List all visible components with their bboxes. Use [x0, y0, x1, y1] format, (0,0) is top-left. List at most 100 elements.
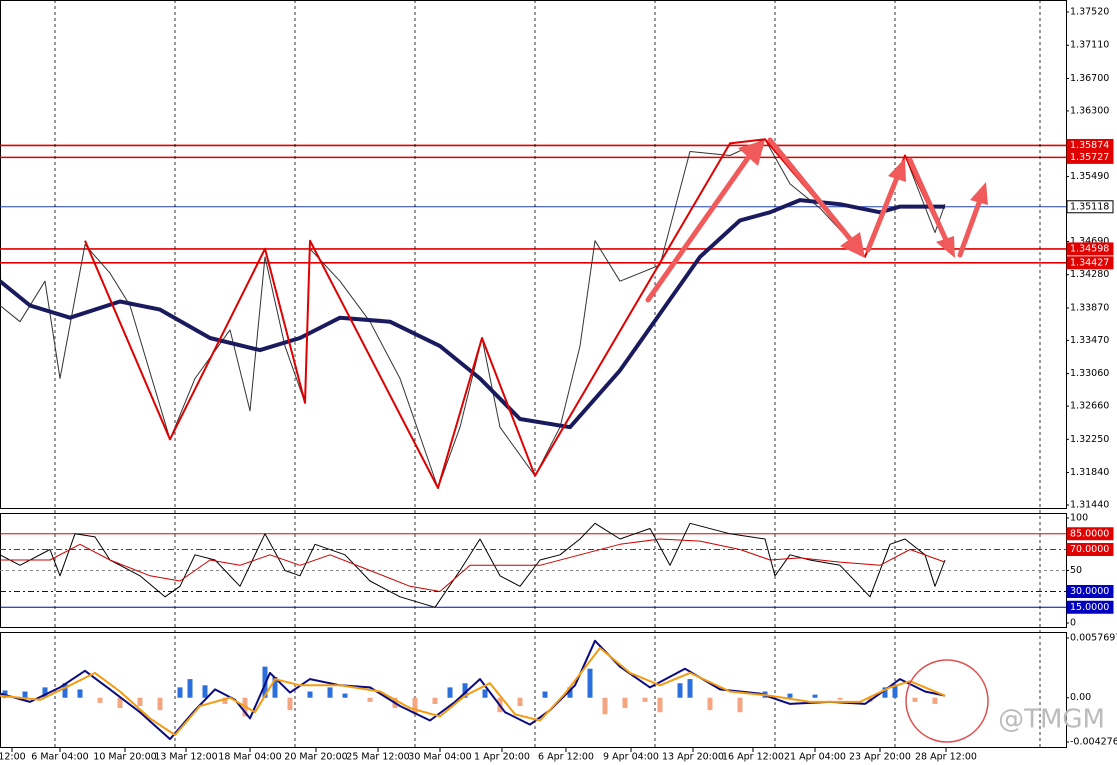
- histogram-bar: [787, 693, 793, 698]
- level-label-box: [1066, 150, 1114, 164]
- level-label-box: [1066, 585, 1114, 598]
- arrow-head: [738, 140, 765, 166]
- y-tick-label: 1.31440: [1070, 500, 1109, 511]
- x-tick-label: 23 Apr 20:00: [849, 752, 911, 763]
- y-tick-label: 1.32250: [1070, 434, 1109, 445]
- annotations: [645, 137, 988, 303]
- histogram-bar: [137, 697, 143, 707]
- arrow: [957, 197, 983, 258]
- series-line: [0, 647, 946, 736]
- y-tick-label: 1.32660: [1070, 401, 1109, 412]
- histogram-bar: [22, 691, 28, 698]
- x-tick-label: 13 Mar 12:00: [154, 752, 217, 763]
- x-tick-label: 25 Mar 12:00: [346, 752, 409, 763]
- arrow-head: [936, 236, 955, 258]
- histogram-bar: [327, 687, 333, 698]
- level-label: 1.35727: [1070, 152, 1109, 163]
- y-tick-label: 0.00: [1070, 692, 1091, 703]
- y-tick-label: 1.37110: [1070, 40, 1109, 51]
- histogram-bar: [77, 689, 83, 698]
- histogram-bar: [912, 697, 918, 702]
- histogram-bar: [177, 687, 183, 698]
- level-label: 1.34598: [1070, 243, 1109, 254]
- histogram-bar: [657, 697, 663, 713]
- level-label: 1.35874: [1070, 140, 1109, 151]
- highlight-circle: [905, 659, 989, 743]
- x-tick-label: 28 Apr 12:00: [915, 752, 977, 763]
- histogram-bar: [342, 693, 348, 698]
- level-label: 70.0000: [1070, 544, 1109, 555]
- histogram-bar: [677, 683, 683, 698]
- level-label-box: [1066, 256, 1114, 270]
- histogram-bar: [687, 679, 693, 698]
- histogram-bar: [187, 679, 193, 698]
- x-tick-label: 18 Mar 04:00: [218, 752, 281, 763]
- arrow-head: [840, 232, 865, 258]
- level-label: 85.0000: [1070, 528, 1109, 539]
- histogram-bar: [462, 683, 468, 698]
- histogram-bar: [567, 687, 573, 698]
- level-label-box: [1066, 527, 1114, 541]
- arrow-head: [970, 182, 988, 205]
- x-tick-label: 21 Apr 04:00: [784, 752, 846, 763]
- histogram-bar: [602, 697, 608, 715]
- x-tick-label: 20 Mar 20:00: [284, 752, 347, 763]
- y-tick-label: 1.36700: [1070, 73, 1109, 84]
- y-tick-label: 1.34280: [1070, 269, 1109, 280]
- macd-frame: [0, 632, 1067, 748]
- histogram-bar: [202, 685, 208, 698]
- y-tick-label: 1.31840: [1070, 467, 1109, 478]
- y-tick-label: 1.35490: [1070, 171, 1109, 182]
- histogram-bar: [287, 697, 293, 711]
- series-line: [0, 639, 946, 741]
- y-tick-label: 50: [1070, 565, 1082, 576]
- x-tick-label: 6 Mar 04:00: [31, 752, 88, 763]
- y-tick-label: 1.36300: [1070, 105, 1109, 116]
- histogram-bar: [272, 677, 278, 698]
- histogram-bar: [882, 687, 888, 698]
- arrow: [767, 137, 858, 248]
- level-label-box: [1066, 543, 1114, 556]
- histogram-bar: [892, 685, 898, 698]
- y-tick-label: 100: [1070, 513, 1088, 524]
- y-tick-label: 1.33870: [1070, 302, 1109, 313]
- y-tick-label: 1.33060: [1070, 368, 1109, 379]
- x-tick-label: 9 Apr 04:00: [603, 752, 659, 763]
- histogram-bar: [412, 697, 418, 715]
- x-tick-label: 10 Mar 20:00: [93, 752, 156, 763]
- histogram-bar: [837, 697, 843, 700]
- histogram-bar: [222, 697, 228, 704]
- level-label-box: [1066, 242, 1114, 256]
- histogram-bar: [642, 697, 648, 702]
- x-tick-label: 30 Mar 04:00: [408, 752, 471, 763]
- histogram-bar: [42, 687, 48, 698]
- level-label-box: [1066, 200, 1114, 214]
- y-tick-label: 0: [1070, 618, 1076, 629]
- histogram-bar: [157, 697, 163, 711]
- arrow: [645, 152, 753, 303]
- y-tick-label: 1.33470: [1070, 335, 1109, 346]
- histogram-bar: [62, 683, 68, 698]
- arrow: [865, 172, 901, 253]
- histogram-bar: [432, 697, 438, 704]
- histogram-bar: [117, 697, 123, 709]
- y-tick-label: 1.37520: [1070, 7, 1109, 18]
- y-tick-label: 0.0057697: [1070, 633, 1117, 644]
- x-tick-label: 13 Apr 20:00: [662, 752, 724, 763]
- histogram-bar: [482, 689, 488, 698]
- x-tick-label: 16 Apr 12:00: [722, 752, 784, 763]
- x-tick-label: 12:00: [0, 752, 26, 763]
- histogram-bar: [587, 668, 593, 698]
- level-label: 30.0000: [1070, 586, 1109, 597]
- y-tick-label: 1.34690: [1070, 236, 1109, 247]
- histogram-bar: [307, 691, 313, 698]
- histogram-bar: [97, 697, 103, 703]
- series-line: [84, 138, 946, 489]
- y-tick-label: -0.004276: [1070, 737, 1117, 748]
- histogram-bar: [812, 694, 818, 698]
- level-label: 1.34427: [1070, 257, 1109, 268]
- histogram-bar: [622, 697, 628, 709]
